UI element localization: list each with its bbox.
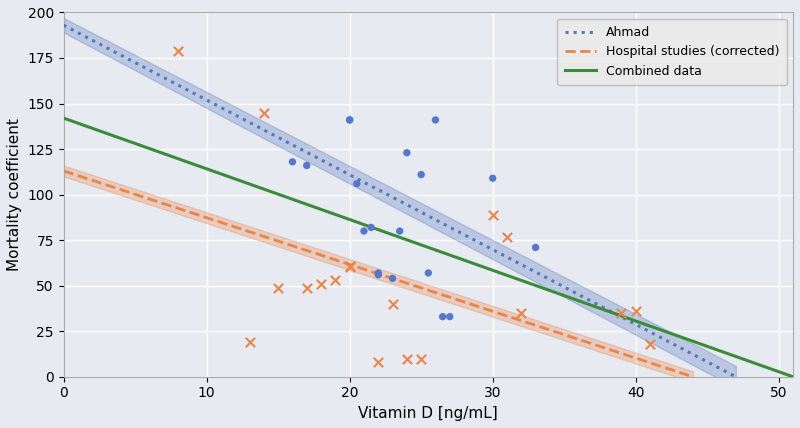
Ahmad [698,357,707,362]
Hospital studies (corrected) [97,181,106,186]
Point [386,300,399,307]
Point [365,224,378,231]
Point [243,339,256,345]
Legend: Ahmad, Hospital studies (corrected), Combined data: Ahmad, Hospital studies (corrected), Com… [557,19,787,85]
Point [422,270,434,276]
Point [394,228,406,235]
Point [644,341,657,348]
Hospital studies (corrected) [84,177,94,182]
Ahmad [99,44,109,49]
Hospital studies (corrected) [226,223,236,228]
Point [436,313,449,320]
Point [286,158,299,165]
Ahmad [184,88,194,93]
Point [515,309,528,316]
Point [486,175,499,181]
Point [429,116,442,123]
Point [401,149,414,156]
Point [272,284,285,291]
Point [329,277,342,284]
Point [414,355,427,362]
Point [172,47,185,54]
Hospital studies (corrected) [176,207,186,212]
Point [300,284,313,291]
Point [443,313,456,320]
Line: Hospital studies (corrected): Hospital studies (corrected) [63,171,693,377]
Y-axis label: Mortality coefficient: Mortality coefficient [7,118,22,271]
Ahmad [731,374,741,379]
Line: Ahmad: Ahmad [63,25,736,377]
Point [343,262,356,269]
Point [386,275,399,282]
Point [486,211,499,218]
Hospital studies (corrected) [634,357,644,362]
Point [529,244,542,251]
Hospital studies (corrected) [58,168,68,173]
Point [343,264,356,271]
Ahmad [674,344,683,349]
Hospital studies (corrected) [688,374,698,379]
Point [343,116,356,123]
Ahmad [58,23,68,28]
Point [350,180,363,187]
Point [358,228,370,235]
Point [300,162,313,169]
Point [372,271,385,278]
X-axis label: Vitamin D [ng/mL]: Vitamin D [ng/mL] [358,406,498,421]
Ahmad [238,116,247,122]
Point [630,308,642,315]
Hospital studies (corrected) [657,364,666,369]
Point [501,233,514,240]
Point [343,116,356,123]
Point [615,309,628,316]
Point [258,109,270,116]
Point [314,280,327,287]
Point [414,171,427,178]
Point [401,355,414,362]
Point [372,270,385,276]
Ahmad [86,37,95,42]
Point [372,359,385,366]
